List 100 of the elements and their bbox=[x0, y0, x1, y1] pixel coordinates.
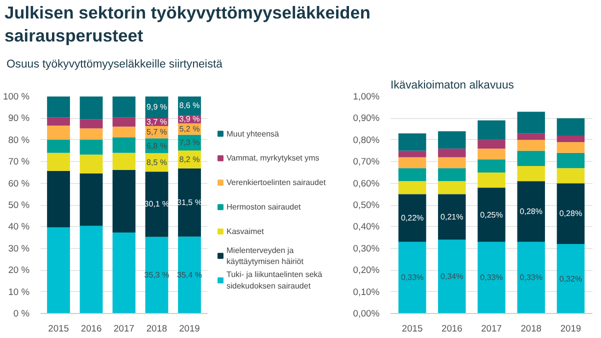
x-tick-label: 2018 bbox=[146, 324, 168, 334]
x-tick-label: 2016 bbox=[442, 324, 462, 334]
bar bbox=[398, 150, 426, 158]
bar bbox=[517, 133, 545, 140]
bar bbox=[478, 172, 506, 188]
y-tick-label: 40 % bbox=[8, 222, 30, 232]
bar bbox=[80, 119, 103, 128]
data-label: 7,3 % bbox=[179, 138, 200, 148]
bar bbox=[112, 126, 136, 138]
bar bbox=[556, 183, 585, 244]
bar bbox=[47, 126, 70, 140]
bar bbox=[517, 166, 545, 182]
data-label: 6,8 % bbox=[146, 141, 167, 150]
y-tick-label: 0 % bbox=[13, 308, 30, 318]
data-label: 8,2 % bbox=[179, 154, 200, 164]
data-label: 0,22% bbox=[400, 214, 424, 223]
data-label: 5,2 % bbox=[179, 124, 200, 134]
bar bbox=[478, 140, 506, 149]
legend-label: Mielenterveyden ja käyttäytymisen häiriöt bbox=[226, 246, 304, 266]
bar bbox=[517, 181, 545, 242]
bar bbox=[47, 152, 70, 171]
y-tick-label: 1,00% bbox=[353, 92, 380, 102]
y-tick-label: 30 % bbox=[8, 243, 30, 254]
bar bbox=[47, 96, 70, 118]
bar bbox=[112, 117, 136, 127]
bar bbox=[47, 227, 70, 314]
bar bbox=[398, 181, 426, 194]
y-tick-label: 0,30% bbox=[353, 243, 380, 254]
y-tick-label: 80 % bbox=[8, 134, 30, 145]
bar bbox=[438, 181, 466, 194]
y-tick-label: 90 % bbox=[8, 113, 30, 124]
data-label: 0,21% bbox=[440, 212, 464, 222]
bar bbox=[112, 170, 136, 233]
chart-subtitle: Osuus työkyvyttömyyseläkkeille siirtyneistä bbox=[6, 58, 224, 70]
x-tick-label: 2015 bbox=[402, 324, 423, 334]
x-tick-label: 2015 bbox=[48, 324, 69, 334]
bar bbox=[438, 148, 466, 158]
legend-label: Kasvaimet bbox=[226, 227, 265, 236]
bar bbox=[80, 154, 103, 174]
bar bbox=[478, 188, 506, 242]
bar bbox=[145, 236, 168, 314]
bar bbox=[556, 142, 585, 153]
x-tick-label: 2017 bbox=[114, 324, 134, 334]
bar bbox=[112, 96, 136, 118]
legend-label: Tuki- ja liikuntaelinten sekä sidekudoksen sairaudet bbox=[226, 270, 323, 290]
data-label: 0,33% bbox=[400, 273, 424, 282]
bar bbox=[80, 226, 103, 314]
bar bbox=[47, 170, 70, 228]
y-tick-label: 0,40% bbox=[353, 222, 380, 232]
y-tick-label: 0,90% bbox=[353, 113, 380, 124]
y-tick-label: 0,20% bbox=[353, 265, 380, 276]
y-tick-label: 10 % bbox=[8, 286, 30, 297]
data-label: 0,28% bbox=[520, 207, 542, 216]
bar bbox=[517, 112, 545, 134]
bar bbox=[47, 117, 70, 126]
y-tick-label: 0,80% bbox=[353, 134, 380, 145]
data-label: 8,5 % bbox=[146, 158, 167, 167]
bar bbox=[517, 242, 545, 314]
y-tick-label: 0,00% bbox=[353, 308, 380, 318]
bar bbox=[556, 152, 585, 168]
legend-label: Vammat, myrkytykset yms bbox=[226, 154, 320, 163]
y-tick-label: 70 % bbox=[8, 156, 30, 167]
y-tick-label: 0,60% bbox=[353, 178, 380, 188]
bar bbox=[478, 120, 506, 140]
data-label: 8,6 % bbox=[179, 101, 200, 110]
bar bbox=[112, 137, 136, 153]
y-tick-label: 100 % bbox=[3, 92, 30, 102]
bar bbox=[517, 150, 545, 166]
bar bbox=[80, 173, 103, 226]
chart-title: Julkisen sektorin työkyvyttömyyseläkkeiden sairausperusteet bbox=[4, 2, 370, 46]
data-label: 0,25% bbox=[480, 210, 503, 220]
bar bbox=[80, 140, 103, 155]
bar bbox=[398, 242, 426, 314]
x-tick-label: 2018 bbox=[520, 324, 542, 334]
bar bbox=[478, 148, 506, 160]
data-label: 3,7 % bbox=[146, 117, 167, 126]
x-tick-label: 2019 bbox=[179, 324, 200, 334]
data-label: 0,33% bbox=[520, 273, 542, 282]
y-tick-label: 50 % bbox=[8, 200, 30, 210]
bar bbox=[438, 131, 466, 149]
y-tick-label: 20 % bbox=[8, 265, 30, 276]
bar bbox=[438, 157, 466, 168]
bar bbox=[478, 159, 506, 172]
bar bbox=[178, 168, 201, 237]
bar bbox=[178, 236, 201, 314]
bar bbox=[398, 157, 426, 168]
bar bbox=[112, 232, 136, 314]
y-tick-label: 0,50% bbox=[353, 200, 380, 210]
data-label: 0,28% bbox=[559, 209, 582, 218]
x-tick-label: 2017 bbox=[481, 324, 502, 334]
bar bbox=[438, 240, 466, 314]
y-tick-label: 60 % bbox=[8, 178, 30, 188]
bar bbox=[398, 194, 426, 242]
data-label: 9,9 % bbox=[146, 102, 167, 112]
bar bbox=[556, 168, 585, 184]
bar bbox=[556, 244, 585, 314]
legend-label: Verenkiertoelinten sairaudet bbox=[226, 178, 326, 188]
data-label: 0,34% bbox=[440, 272, 464, 282]
data-label: 0,33% bbox=[480, 273, 503, 282]
data-label: 3,9 % bbox=[179, 114, 200, 124]
